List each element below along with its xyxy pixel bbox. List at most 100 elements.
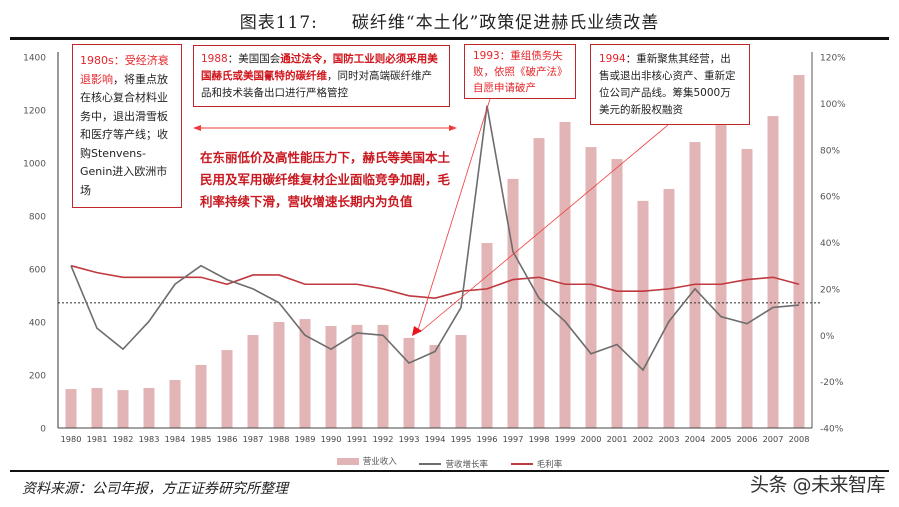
left-axis-tick: 0 <box>40 425 46 435</box>
revenue-bar <box>715 125 727 428</box>
right-axis-tick: 100% <box>820 100 846 110</box>
revenue-bar <box>637 200 649 428</box>
revenue-growth-line <box>70 105 800 372</box>
legend-growth: 营收增长率 <box>419 458 488 470</box>
annotation-1993: 1993：重组债务失败，依照《破产法》自愿申请破产 <box>464 44 576 99</box>
revenue-bar <box>169 380 181 428</box>
revenue-bar <box>351 324 363 428</box>
right-axis-tick: -40% <box>820 425 844 435</box>
bottom-rule <box>10 470 889 472</box>
annotation-1988: 1988：美国国会通过法令，国防工业则必须采用美国赫氏或美国氰特的碳纤维，同时对… <box>193 45 450 107</box>
legend-swatch-gray-line <box>419 462 442 465</box>
x-axis-tick: 1998 <box>529 434 550 444</box>
revenue-bar <box>377 324 389 428</box>
legend-margin: 毛利率 <box>510 458 562 470</box>
revenue-bar <box>611 159 623 428</box>
left-axis-tick: 600 <box>29 266 46 276</box>
x-axis-tick: 1981 <box>87 434 108 444</box>
x-axis-tick: 1984 <box>165 434 186 444</box>
revenue-bar <box>793 75 805 429</box>
annotation-1980s: 1980s：受经济衰退影响，将重点放在核心复合材料业务中，退出滑雪板和医疗等产线… <box>72 44 182 208</box>
revenue-bar <box>247 334 259 428</box>
revenue-bar <box>91 387 103 428</box>
x-axis-tick: 2004 <box>685 434 706 444</box>
period-note: 在东丽低价及高性能压力下，赫氏等美国本土民用及军用碳纤维复材企业面临竞争加剧，毛… <box>200 150 451 209</box>
x-axis-tick: 2008 <box>789 434 810 444</box>
x-axis-tick: 2002 <box>633 434 654 444</box>
x-axis-tick: 1982 <box>113 434 134 444</box>
right-axis-tick: 0% <box>820 332 835 342</box>
x-axis-tick: 1985 <box>191 434 212 444</box>
legend-swatch-red-line <box>510 462 533 465</box>
x-axis-tick: 2001 <box>607 434 628 444</box>
combo-chart: 0 200 400 600 800 1000 1200 1400 -40% -20% 0% 20% 40… <box>23 52 846 444</box>
top-rule <box>10 37 889 40</box>
left-axis-tick: 1400 <box>23 54 46 64</box>
x-axis-tick: 1980 <box>61 434 82 444</box>
x-axis-tick: 1994 <box>425 434 446 444</box>
x-axis-tick: 1986 <box>217 434 238 444</box>
revenue-bar <box>325 325 337 428</box>
left-axis-tick: 1200 <box>23 107 46 117</box>
x-axis-tick: 1988 <box>269 434 290 444</box>
revenue-bar <box>481 243 493 428</box>
x-axis-tick: 2006 <box>737 434 758 444</box>
revenue-bar <box>273 322 285 428</box>
right-axis-tick: 120% <box>820 54 846 64</box>
revenue-bar <box>65 389 77 428</box>
x-axis-tick: 1996 <box>477 434 498 444</box>
x-axis-tick: 1990 <box>321 434 342 444</box>
revenue-bar <box>559 121 571 429</box>
right-axis-tick: 20% <box>820 285 840 295</box>
figure-number: 图表117: <box>239 13 318 33</box>
figure-title-text: 碳纤维“本土化”政策促进赫氏业绩改善 <box>351 13 660 33</box>
right-axis-tick: 40% <box>820 239 840 249</box>
revenue-bar <box>585 147 597 428</box>
x-axis-tick: 2003 <box>659 434 680 444</box>
gross-margin-line <box>70 264 800 299</box>
x-axis-tick: 1983 <box>139 434 160 444</box>
x-axis-tick: 1987 <box>243 434 264 444</box>
annotation-1994: 1994：重新聚焦其经营，出售或退出非核心资产、重新定位公司产品线。筹集5000… <box>590 44 750 125</box>
x-axis-tick: 1999 <box>555 434 576 444</box>
figure-title: 图表117: 碳纤维“本土化”政策促进赫氏业绩改善 <box>0 8 899 33</box>
pointer-1993 <box>417 98 491 331</box>
watermark: 头条 @未来智库 <box>749 474 886 496</box>
revenue-bar <box>741 148 753 428</box>
pointer-arrowhead-icon <box>412 326 422 336</box>
revenue-bar <box>143 387 155 428</box>
revenue-bar <box>403 337 415 428</box>
revenue-bar <box>117 390 129 428</box>
legend-swatch-bar <box>336 457 359 465</box>
revenue-bar <box>767 116 779 428</box>
right-axis-tick: 60% <box>820 193 840 203</box>
right-axis-tick: -20% <box>820 378 844 388</box>
x-axis-tick: 1989 <box>295 434 316 444</box>
x-axis-tick: 2007 <box>763 434 784 444</box>
left-axis-tick: 800 <box>29 213 46 223</box>
x-axis-tick: 1995 <box>451 434 472 444</box>
revenue-bar <box>663 188 675 428</box>
left-axis-tick: 200 <box>29 372 46 382</box>
revenue-bar <box>533 138 545 428</box>
x-axis-tick: 1991 <box>347 434 368 444</box>
revenue-bar <box>299 319 311 428</box>
right-axis-tick: 80% <box>820 146 840 156</box>
x-axis-tick: 1993 <box>399 434 420 444</box>
source-note: 资料来源：公司年报，方正证券研究所整理 <box>22 481 288 497</box>
legend: 营业收入 营收增长率 毛利率 <box>0 455 899 470</box>
x-axis-tick: 2000 <box>581 434 602 444</box>
revenue-bar <box>455 334 467 428</box>
x-axis-tick: 2005 <box>711 434 732 444</box>
revenue-bar <box>507 178 519 428</box>
x-axis-tick: 1997 <box>503 434 524 444</box>
left-axis-tick: 400 <box>29 319 46 329</box>
revenue-bar <box>221 350 233 428</box>
x-axis-tick: 1992 <box>373 434 394 444</box>
arrow-left-head-icon <box>193 125 201 131</box>
pointer-1994 <box>419 124 669 333</box>
revenue-bar <box>429 345 441 428</box>
revenue-bar <box>195 364 207 428</box>
arrow-right-head-icon <box>449 125 457 131</box>
left-axis-tick: 1000 <box>23 160 46 170</box>
